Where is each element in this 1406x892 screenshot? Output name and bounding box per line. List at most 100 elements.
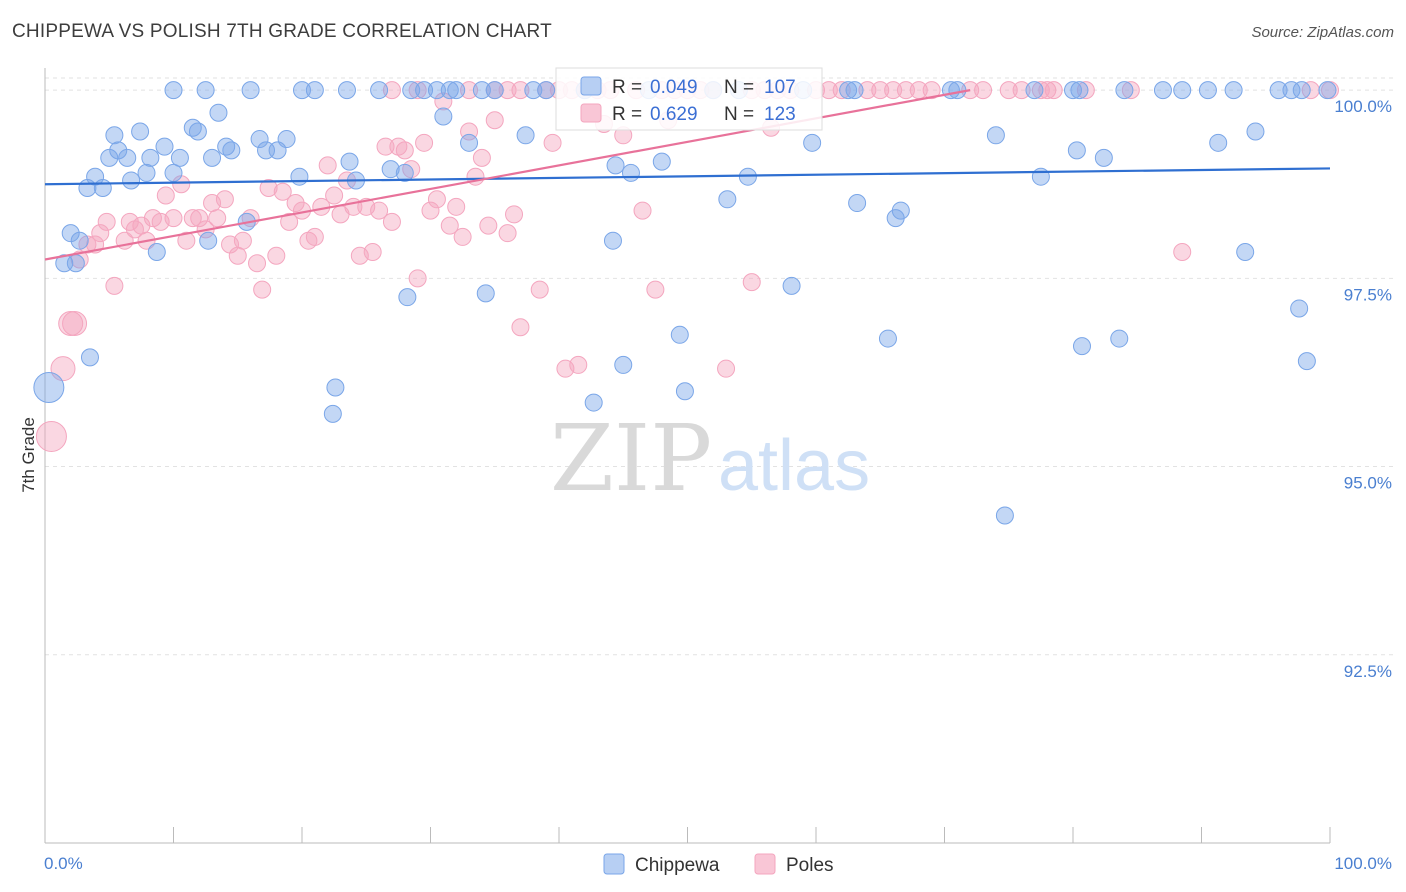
chippewa-point-102: [1153, 81, 1172, 100]
chippewa-point-34: [326, 378, 345, 397]
poles-point-107: [884, 81, 903, 100]
poles-point-75: [633, 201, 652, 220]
poles-point-28: [228, 246, 247, 265]
poles-point-115: [1031, 81, 1050, 100]
poles-point-63: [453, 227, 472, 246]
chippewa-point-61: [986, 126, 1005, 145]
chippewa-point-23: [199, 231, 218, 250]
stats-n-value-1: 107: [764, 77, 796, 98]
chippewa-point-78: [337, 81, 356, 100]
chippewa-point-65: [1072, 337, 1091, 356]
poles-point-126: [543, 133, 562, 152]
chippewa-point-9: [100, 148, 119, 167]
series-chippewa: [33, 81, 1337, 525]
poles-point-54: [395, 141, 414, 160]
chippewa-point-11: [109, 141, 128, 160]
stats-r-label-2: R =: [612, 104, 642, 125]
poles-point-112: [974, 81, 993, 100]
chippewa-point-46: [603, 231, 622, 250]
poles-point-32: [253, 280, 272, 299]
chippewa-point-4: [70, 231, 89, 250]
poles-point-80: [382, 81, 401, 100]
poles-point-74: [569, 355, 588, 374]
poles-point-84: [498, 81, 517, 100]
poles-point-82: [460, 81, 479, 100]
chippewa-point-104: [1198, 81, 1217, 100]
poles-point-51: [376, 137, 395, 156]
chippewa-point-79: [370, 81, 389, 100]
chippewa-point-77: [305, 81, 324, 100]
stats-legend: R = 0.049 N = 107 R = 0.629 N = 123: [555, 67, 823, 131]
poles-point-113: [999, 81, 1018, 100]
poles-point-81: [408, 81, 427, 100]
poles-point-42: [318, 156, 337, 175]
watermark-atlas: atlas: [718, 426, 870, 506]
chart-title: CHIPPEWA VS POLISH 7TH GRADE CORRELATION…: [12, 21, 552, 42]
chippewa-point-60: [891, 201, 910, 220]
source-credit: Source: ZipAtlas.com: [1251, 24, 1394, 41]
chippewa-point-97: [948, 81, 967, 100]
poles-point-18: [164, 209, 183, 228]
chippewa-point-36: [340, 152, 359, 171]
poles-point-66: [472, 148, 491, 167]
chippewa-point-70: [1246, 122, 1265, 141]
legend-swatch-chippewa: [603, 853, 625, 875]
chippewa-point-18: [155, 137, 174, 156]
chippewa-point-100: [1070, 81, 1089, 100]
chippewa-point-40: [398, 288, 417, 307]
chippewa-point-109: [1318, 81, 1337, 100]
legend: Chippewa Poles: [603, 853, 834, 876]
chippewa-point-88: [537, 81, 556, 100]
poles-point-58: [421, 201, 440, 220]
chippewa-point-20: [170, 148, 189, 167]
x-tick-label-min: 0.0%: [44, 854, 83, 873]
y-tick-label-1: 95.0%: [1344, 474, 1392, 493]
chippewa-point-94: [839, 81, 858, 100]
chippewa-point-64: [1067, 141, 1086, 160]
poles-point-61: [440, 216, 459, 235]
poles-point-79: [1173, 242, 1192, 261]
chippewa-point-108: [1292, 81, 1311, 100]
stats-n-value-2: 123: [764, 104, 796, 125]
legend-label-poles: Poles: [786, 855, 834, 876]
stats-n-label-2: N =: [724, 104, 754, 125]
axes: [44, 68, 1331, 844]
poles-point-67: [479, 216, 498, 235]
chippewa-point-73: [164, 81, 183, 100]
chippewa-point-2: [61, 224, 80, 243]
chippewa-point-103: [1173, 81, 1192, 100]
chippewa-point-57: [848, 194, 867, 213]
chippewa-point-14: [131, 122, 150, 141]
chippewa-point-106: [1269, 81, 1288, 100]
poles-point-8: [97, 212, 116, 231]
poles-point-0: [35, 420, 67, 452]
poles-point-7: [91, 224, 110, 243]
chippewa-point-52: [675, 382, 694, 401]
poles-point-70: [505, 205, 524, 224]
stats-r-label-1: R =: [612, 77, 642, 98]
chippewa-point-44: [516, 126, 535, 145]
stats-r-value-1: 0.049: [650, 77, 698, 98]
chippewa-point-75: [241, 81, 260, 100]
chippewa-point-25: [209, 103, 228, 122]
chippewa-point-41: [434, 107, 453, 126]
chippewa-point-107: [1282, 81, 1301, 100]
legend-swatch-poles: [754, 853, 776, 875]
watermark: ZIP atlas: [550, 405, 870, 512]
chippewa-point-66: [1094, 148, 1113, 167]
chippewa-point-22: [188, 122, 207, 141]
chippewa-point-49: [621, 163, 640, 182]
chippewa-point-105: [1224, 81, 1243, 100]
chippewa-point-6: [80, 348, 99, 367]
poles-point-37: [286, 194, 305, 213]
watermark-zip: ZIP: [550, 405, 712, 512]
poles-point-119: [1121, 81, 1140, 100]
chippewa-point-101: [1115, 81, 1134, 100]
chippewa-point-38: [381, 160, 400, 179]
chippewa-point-16: [141, 148, 160, 167]
x-tick-label-max: 100.0%: [1334, 854, 1392, 873]
chippewa-point-10: [105, 126, 124, 145]
chippewa-point-55: [782, 276, 801, 295]
chippewa-point-0: [33, 372, 65, 404]
